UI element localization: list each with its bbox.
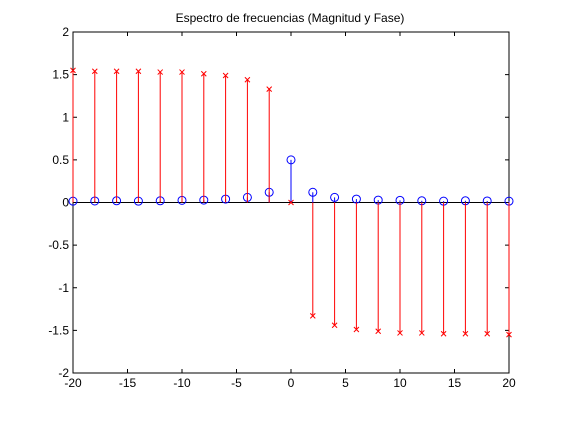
stem-marker-x <box>484 330 491 337</box>
stem-marker-x <box>179 69 185 75</box>
plot-area: -20 -15 -10 -5 0 5 10 15 20 -2 -1.5 -1 -0.5 0 0.5 1 1.5 2 <box>48 25 516 390</box>
x-tick-label: 20 <box>502 376 516 390</box>
y-tick-label: 0 <box>62 196 69 210</box>
y-tick-label: 1 <box>62 110 69 124</box>
y-tick-label: -2 <box>58 366 69 380</box>
stem-marker-x <box>440 330 447 337</box>
stem-marker-x <box>70 67 76 74</box>
y-tick-label: -1 <box>58 281 69 295</box>
y-tick-label: 0.5 <box>52 153 69 167</box>
y-tick-label: 2 <box>62 25 69 39</box>
stem-marker-x <box>91 68 98 75</box>
y-tick-label: 1.5 <box>52 68 69 82</box>
stem-marker-x <box>418 330 425 336</box>
stem-marker-x <box>135 68 142 75</box>
stem-marker-x <box>462 330 469 337</box>
stem-marker-x <box>288 199 294 206</box>
stem-marker-x <box>331 322 338 329</box>
stem-marker-x <box>353 326 360 333</box>
x-tick-label: 5 <box>342 376 349 390</box>
stem-marker-circle <box>330 192 340 202</box>
stem-marker-x <box>309 313 316 319</box>
stem-marker-x <box>222 72 229 79</box>
stem-marker-circle <box>308 187 318 197</box>
x-tick-label: 0 <box>288 376 295 390</box>
x-tick-label: -15 <box>119 376 137 390</box>
stem-marker-x <box>375 328 382 335</box>
x-tick-label: -10 <box>173 376 191 390</box>
stem-marker-x <box>200 70 207 77</box>
x-tick-label: 10 <box>393 376 407 390</box>
x-tick-label: -5 <box>231 376 242 390</box>
stem-marker-x <box>244 76 251 83</box>
stem-marker-x <box>266 86 273 92</box>
x-tick-label: 15 <box>448 376 462 390</box>
stem-marker-x <box>113 68 120 75</box>
stem-marker-circle <box>286 155 296 165</box>
y-tick-label: -0.5 <box>48 238 69 252</box>
x-tick-label: -20 <box>64 376 82 390</box>
chart-title: Espectro de frecuencias (Magnitud y Fase… <box>176 11 405 25</box>
y-tick-label: -1.5 <box>48 323 69 337</box>
stem-marker-x <box>157 69 164 75</box>
stem-marker-x <box>397 330 403 336</box>
stem-marker-x <box>506 331 512 338</box>
